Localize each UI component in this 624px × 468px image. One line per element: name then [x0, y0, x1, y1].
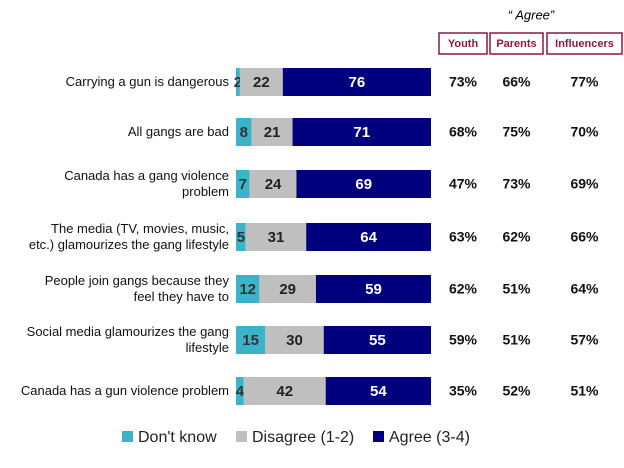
table-cell: 66%: [570, 229, 599, 245]
bar-segment: [282, 68, 431, 96]
bar-segment: [325, 377, 431, 405]
data-label: 22: [253, 74, 270, 91]
bar-segment: [239, 68, 283, 96]
table-cell: 73%: [502, 176, 531, 192]
data-label: 4: [236, 383, 245, 400]
table-cell: 52%: [502, 383, 531, 399]
data-label: 29: [279, 281, 296, 298]
legend-swatch: [236, 431, 247, 442]
table-cell: 51%: [502, 281, 531, 297]
table-cell: 51%: [570, 383, 599, 399]
table-cell: 73%: [449, 74, 478, 90]
table-cell: 68%: [449, 124, 478, 140]
category-label: Canada has a gun violence problem: [20, 383, 229, 398]
column-header-box: [546, 32, 623, 55]
data-label: 2: [234, 74, 242, 91]
category-label: People join gangs because they feel they…: [44, 273, 229, 304]
data-label: 55: [369, 332, 386, 349]
table-cell: 66%: [502, 74, 531, 90]
data-label: 15: [242, 332, 259, 349]
bar-segment: [245, 223, 307, 251]
bar-segment: [236, 326, 266, 354]
table-cell: 62%: [502, 229, 531, 245]
bar-segment: [323, 326, 431, 354]
table-title: “ Agree”: [508, 7, 555, 22]
data-label: 54: [370, 383, 387, 400]
category-label: Canada has a gang violence problem: [64, 168, 229, 199]
bar-segment: [265, 326, 324, 354]
bar-segment: [236, 223, 246, 251]
data-label: 59: [365, 281, 382, 298]
legend-label: Disagree (1-2): [252, 429, 354, 446]
table-cell: 77%: [570, 74, 599, 90]
data-label: 24: [265, 176, 282, 193]
bar-segment: [236, 377, 244, 405]
table-cell: 62%: [449, 281, 478, 297]
legend-swatch: [122, 431, 133, 442]
bar-segment: [236, 275, 260, 303]
column-header: Parents: [496, 38, 536, 50]
category-label: Social media glamourizes the gang lifest…: [26, 324, 229, 355]
table-cell: 59%: [449, 332, 478, 348]
bar-segment: [251, 118, 293, 146]
table-cell: 64%: [570, 281, 599, 297]
column-header: Youth: [448, 38, 479, 50]
data-label: 30: [286, 332, 303, 349]
bar-segment: [243, 377, 326, 405]
column-header-box: [438, 32, 488, 55]
table-cell: 70%: [570, 124, 599, 140]
category-label: All gangs are bad: [127, 124, 229, 139]
data-label: 64: [360, 229, 377, 246]
category-label: The media (TV, movies, music, etc.) glam…: [28, 221, 229, 252]
legend-swatch: [373, 431, 384, 442]
data-label: 31: [268, 229, 285, 246]
bar-segment: [236, 170, 250, 198]
column-header: Influencers: [555, 38, 614, 50]
bar-segment: [296, 170, 431, 198]
data-label: 76: [349, 74, 366, 91]
bar-segment: [315, 275, 431, 303]
table-cell: 75%: [502, 124, 531, 140]
bar-segment: [292, 118, 431, 146]
bar-segment: [259, 275, 316, 303]
table-cell: 47%: [449, 176, 478, 192]
column-header-box: [489, 32, 544, 55]
table-cell: 69%: [570, 176, 599, 192]
bar-segment: [306, 223, 431, 251]
data-label: 7: [239, 176, 247, 193]
data-label: 71: [353, 124, 370, 141]
data-label: 12: [239, 281, 256, 298]
legend-label: Don't know: [138, 429, 217, 446]
category-label: Carrying a gun is dangerous: [65, 74, 229, 89]
data-label: 42: [276, 383, 293, 400]
table-cell: 57%: [570, 332, 599, 348]
data-label: 5: [237, 229, 245, 246]
table-cell: 51%: [502, 332, 531, 348]
bar-segment: [236, 118, 252, 146]
data-label: 69: [355, 176, 372, 193]
table-cell: 63%: [449, 229, 478, 245]
bar-segment: [236, 68, 240, 96]
table-cell: 35%: [449, 383, 478, 399]
legend-label: Agree (3-4): [389, 429, 470, 446]
data-label: 21: [264, 124, 281, 141]
bar-segment: [249, 170, 297, 198]
data-label: 8: [240, 124, 248, 141]
